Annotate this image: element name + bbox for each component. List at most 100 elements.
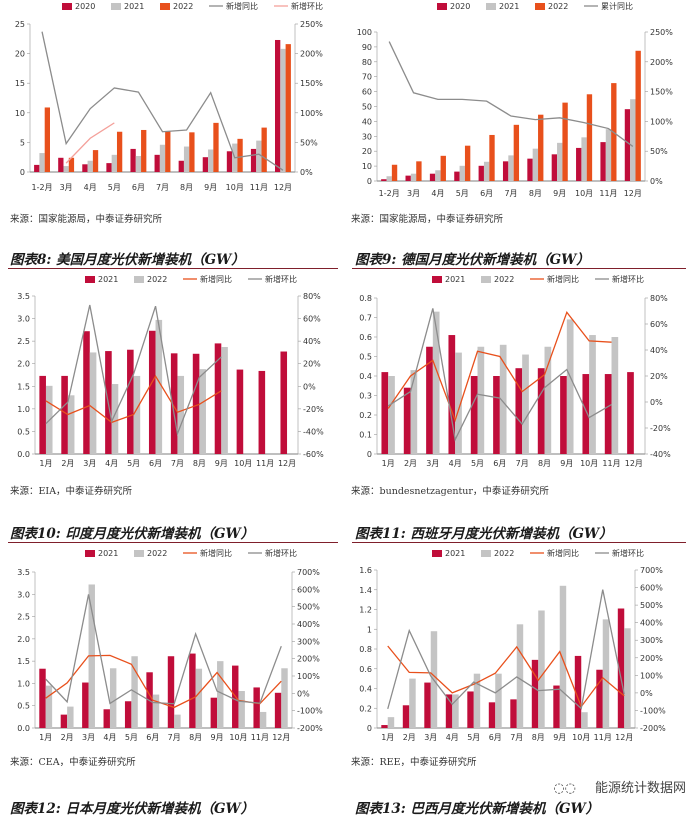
divider [352, 268, 686, 269]
bar-2022-5月 [464, 145, 471, 181]
bar-2022-2月 [410, 370, 418, 454]
legend-label: 新增同比 [200, 548, 232, 558]
y-tick-label: 2.0 [17, 360, 30, 369]
bar-2021-12月 [627, 372, 634, 454]
y-tick-label: 25 [15, 20, 25, 29]
bar-2021-5月 [459, 165, 465, 181]
y-tick-label: 0 [20, 168, 25, 177]
x-tick-label: 4月 [84, 183, 97, 192]
bar-2022-10月 [581, 712, 588, 728]
bar-2022-3月 [89, 352, 97, 454]
x-tick-label: 12月 [274, 183, 292, 192]
bar-2022-12月 [281, 668, 288, 728]
x-tick-label: 5月 [108, 183, 121, 192]
y-tick-label: 0.2 [359, 411, 372, 420]
divider [8, 268, 338, 269]
title-10: 图表10: 印度月度光伏新增装机（GW） [10, 526, 255, 542]
y2-tick-label: -60% [303, 450, 324, 459]
legend-label: 2022 [147, 549, 167, 558]
y-tick-label: 3.5 [17, 292, 30, 301]
x-tick-label: 5月 [467, 733, 480, 742]
x-tick-label: 5月 [125, 733, 138, 742]
bar-2022-7月 [165, 131, 171, 172]
bar-2021-9月 [553, 685, 560, 728]
bar-2022-3月 [432, 311, 440, 454]
y-tick-label: 0.1 [359, 431, 372, 440]
legend-swatch [111, 3, 121, 10]
x-tick-label: 6月 [493, 459, 506, 468]
bar-2022-9月 [217, 661, 224, 728]
legend-label: 新增环比 [265, 274, 297, 284]
bar-2022-9月 [213, 122, 219, 172]
bar-2022-4月 [92, 150, 99, 172]
bar-2022-8月 [544, 346, 552, 454]
bar-2020-1-2月 [381, 179, 387, 181]
bar-2022-5月 [116, 131, 123, 172]
bar-2020-5月 [454, 171, 460, 181]
x-tick-label: 5月 [471, 459, 484, 468]
y-tick-label: 50 [362, 103, 372, 112]
bar-2021-1-2月 [386, 176, 392, 181]
y2-tick-label: 100% [640, 671, 663, 680]
bar-2022-11月 [259, 711, 267, 728]
y2-tick-label: 40% [650, 346, 668, 355]
line-新增环比 [387, 589, 625, 710]
y-tick-label: 0.0 [17, 724, 30, 733]
x-tick-label: 9月 [215, 459, 228, 468]
x-tick-label: 8月 [193, 459, 206, 468]
bar-2021-10月 [581, 137, 587, 181]
bar-2022-3月 [68, 157, 75, 172]
bar-2021-6月 [483, 161, 490, 181]
bar-2021-1月 [381, 372, 389, 454]
chart-us-monthly: 0.0 0.5 1.0 1.5 2.0 2.5 3.0 3.5 -60% -40% -20% 0% 20… [17, 274, 324, 468]
bar-2021-11月 [604, 374, 612, 454]
bar-2022-7月 [516, 624, 524, 728]
bar-2022-12月 [624, 628, 631, 728]
bar-2020-3月 [58, 157, 64, 172]
title-12: 图表12: 日本月度光伏新增装机（GW） [10, 801, 255, 817]
bar-2020-9月 [551, 154, 558, 181]
bar-2022-6月 [155, 319, 163, 454]
y-tick-label: 0 [367, 450, 372, 459]
x-tick-label: 3月 [83, 459, 96, 468]
y2-tick-label: 600% [297, 585, 320, 594]
y2-tick-label: 60% [303, 315, 321, 324]
bar-2021-11月 [258, 370, 266, 454]
title-9: 图表9: 德国月度光伏新增装机（GW） [355, 252, 590, 268]
bar-2021-7月 [508, 155, 514, 181]
x-tick-label: 3月 [424, 733, 437, 742]
bar-2021-8月 [189, 653, 196, 728]
line-新增同比 [387, 645, 625, 708]
y-tick-label: 70 [362, 73, 372, 82]
bar-2021-5月 [127, 349, 134, 454]
watermark: 能源统计数据网 [594, 781, 686, 796]
bar-2022-6月 [495, 673, 502, 728]
bar-2022-9月 [566, 319, 574, 454]
bar-2021-1月 [39, 668, 46, 728]
x-tick-label: 4月 [105, 459, 118, 468]
bar-2021-11月 [256, 140, 262, 172]
x-tick-label: 8月 [189, 733, 202, 742]
bar-2020-4月 [429, 173, 436, 181]
y2-tick-label: 700% [297, 568, 320, 577]
legend-swatch [535, 3, 545, 10]
bar-2020-11月 [600, 142, 606, 181]
y2-tick-label: 500% [640, 601, 663, 610]
bar-2020-11月 [250, 148, 257, 172]
x-tick-label: 6月 [132, 183, 145, 192]
bar-2020-10月 [576, 147, 582, 181]
bar-2022-5月 [133, 375, 141, 454]
bar-2022-11月 [602, 619, 610, 728]
legend-swatch [432, 276, 442, 283]
bar-2022-8月 [189, 132, 195, 172]
y-tick-label: 2.0 [17, 635, 30, 644]
y-tick-label: 1.5 [17, 657, 30, 666]
x-tick-label: 2月 [403, 733, 416, 742]
bar-2022-7月 [513, 124, 520, 181]
bar-2020-6月 [478, 165, 484, 181]
y-tick-label: 1.6 [359, 566, 372, 575]
x-tick-label: 4月 [449, 459, 462, 468]
bar-2022-6月 [499, 344, 507, 454]
title-13: 图表13: 巴西月度光伏新增装机（GW） [355, 801, 600, 817]
